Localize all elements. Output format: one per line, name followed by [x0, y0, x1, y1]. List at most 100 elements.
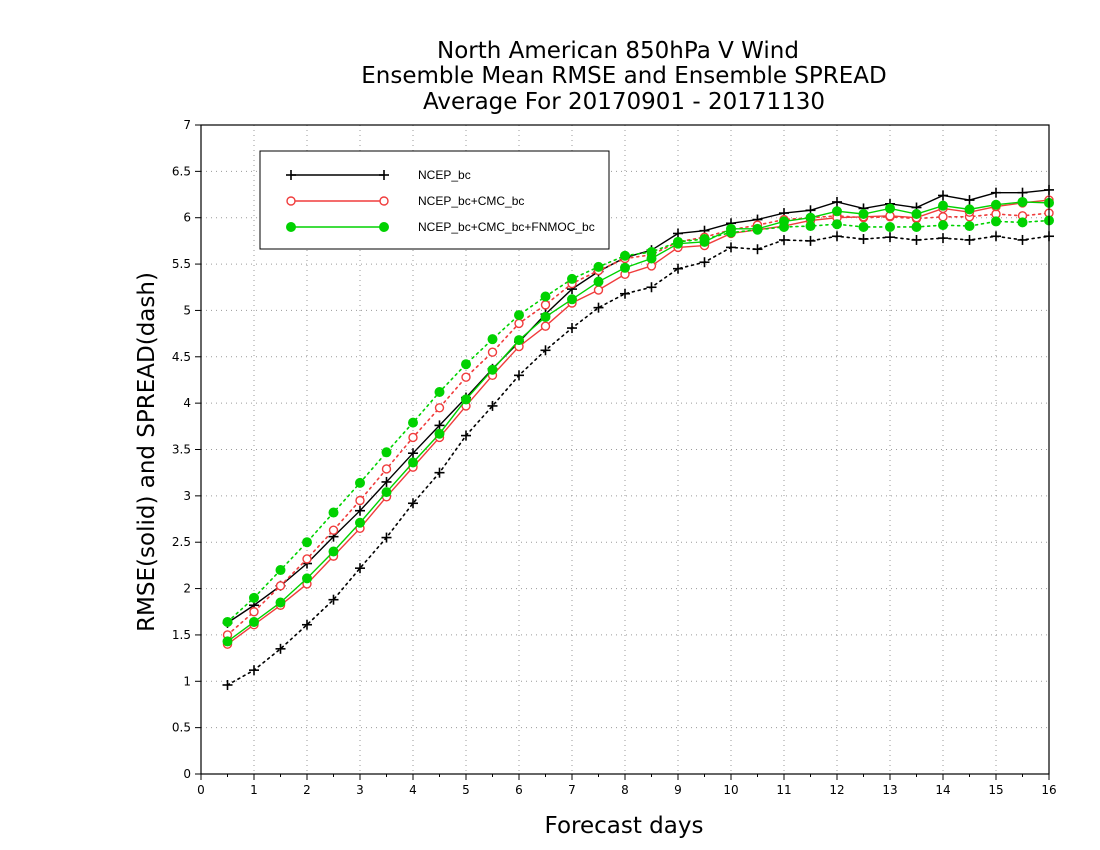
y-tick-label: 7: [183, 118, 191, 132]
y-tick-label: 3.5: [172, 443, 191, 457]
y-tick-label: 6: [183, 211, 191, 225]
rmse-point: [434, 428, 445, 439]
spread-point: [302, 554, 312, 564]
spread-point: [540, 291, 551, 302]
spread-point: [302, 619, 312, 630]
rmse-point: [593, 276, 604, 287]
spread-point: [593, 261, 604, 272]
series-3: [222, 196, 1054, 647]
legend-item-3: NCEP_bc+CMC_bc+FNMOC_bc: [286, 220, 595, 234]
legend-swatch-marker-left: [286, 196, 296, 206]
spread-point: [249, 665, 259, 676]
legend-label: NCEP_bc+CMC_bc+FNMOC_bc: [418, 220, 595, 234]
spread-line: [226, 219, 1050, 623]
spread-point: [461, 372, 471, 382]
rmse-point: [699, 236, 710, 247]
x-tick-label: 6: [515, 783, 523, 797]
spread-point: [885, 232, 895, 243]
spread-point: [275, 643, 286, 654]
title-line-1: North American 850hPa V Wind: [437, 38, 799, 64]
rmse-point: [249, 616, 259, 627]
x-tick-label: 12: [829, 783, 844, 797]
rmse-point: [302, 573, 312, 584]
legend-item-2: NCEP_bc+CMC_bc: [286, 194, 524, 208]
x-tick-label: 14: [935, 783, 950, 797]
spread-point: [858, 234, 869, 245]
rmse-point: [673, 228, 683, 239]
rmse-point: [964, 195, 975, 206]
rmse-point: [540, 321, 551, 331]
spread-point: [434, 387, 445, 398]
spread-point: [275, 565, 286, 576]
rmse-point: [434, 420, 445, 431]
rmse-point: [355, 517, 365, 528]
spread-point: [938, 220, 948, 231]
spread-point: [461, 359, 471, 370]
spread-point: [964, 234, 975, 245]
x-tick-label: 1: [250, 783, 258, 797]
spread-point: [752, 244, 763, 255]
rmse-point: [222, 636, 233, 647]
spread-point: [938, 233, 948, 244]
y-tick-label: 1: [183, 674, 191, 688]
spread-point: [381, 464, 392, 474]
x-tick-label: 0: [197, 783, 205, 797]
spread-point: [991, 216, 1001, 227]
rmse-point: [1017, 196, 1028, 207]
spread-point: [726, 242, 736, 253]
series-2: [222, 195, 1054, 649]
rmse-line: [227, 189, 1050, 624]
rmse-point: [885, 203, 895, 214]
rmse-point: [593, 285, 604, 295]
y-tick-label: 2.5: [172, 535, 191, 549]
spread-point: [328, 594, 339, 605]
spread-line: [226, 212, 1050, 636]
x-tick-label: 16: [1041, 783, 1056, 797]
spread-point: [355, 477, 365, 488]
rmse-point: [646, 253, 657, 264]
x-tick-label: 15: [988, 783, 1003, 797]
y-tick-label: 2: [183, 582, 191, 596]
rmse-point: [275, 597, 286, 608]
spread-point: [302, 537, 312, 548]
x-tick-label: 3: [356, 783, 364, 797]
rmse-point: [964, 204, 975, 215]
spread-point: [487, 400, 498, 411]
spread-point: [514, 370, 524, 381]
y-tick-label: 5: [183, 303, 191, 317]
rmse-point: [832, 206, 842, 217]
rmse-point: [381, 476, 392, 487]
series-layer: [222, 184, 1054, 690]
title-line-3: Average For 20170901 - 20171130: [423, 89, 825, 115]
y-tick-label: 0.5: [172, 721, 191, 735]
rmse-point: [408, 457, 418, 468]
spread-point: [434, 467, 445, 478]
y-tick-label: 6.5: [172, 164, 191, 178]
legend-item-1: NCEP_bc: [286, 168, 471, 182]
rmse-point: [514, 335, 524, 346]
spread-point: [938, 212, 948, 222]
spread-point: [540, 345, 551, 356]
spread-point: [885, 221, 895, 232]
spread-point: [832, 231, 842, 242]
spread-point: [991, 231, 1001, 242]
spread-point: [1017, 234, 1028, 245]
spread-point: [249, 592, 259, 603]
legend-swatch-marker-right: [379, 196, 389, 206]
rmse-point: [805, 212, 816, 223]
rmse-point: [540, 311, 551, 322]
spread-point: [911, 234, 922, 245]
y-tick-label: 5.5: [172, 257, 191, 271]
y-tick-label: 0: [183, 767, 191, 781]
rmse-point: [567, 294, 577, 305]
spread-point: [355, 495, 365, 506]
rmse-line: [227, 201, 1050, 642]
x-axis: 0 1 2 3 4 5 6 7 8 9 10 11 12 13 14 15 16: [197, 774, 1057, 797]
spread-point: [222, 679, 233, 690]
legend-label: NCEP_bc+CMC_bc: [418, 194, 524, 208]
rmse-point: [1017, 187, 1028, 198]
spread-point: [328, 507, 339, 518]
rmse-point: [620, 262, 630, 273]
spread-point: [620, 250, 630, 261]
